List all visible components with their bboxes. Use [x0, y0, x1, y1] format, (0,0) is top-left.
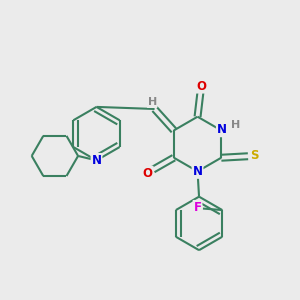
Text: H: H — [232, 120, 241, 130]
Text: F: F — [194, 201, 202, 214]
Text: N: N — [193, 165, 202, 178]
Text: O: O — [143, 167, 153, 180]
Text: N: N — [92, 154, 101, 167]
Text: S: S — [250, 149, 259, 162]
Text: N: N — [217, 123, 227, 136]
Text: H: H — [148, 98, 157, 107]
Text: O: O — [196, 80, 206, 93]
